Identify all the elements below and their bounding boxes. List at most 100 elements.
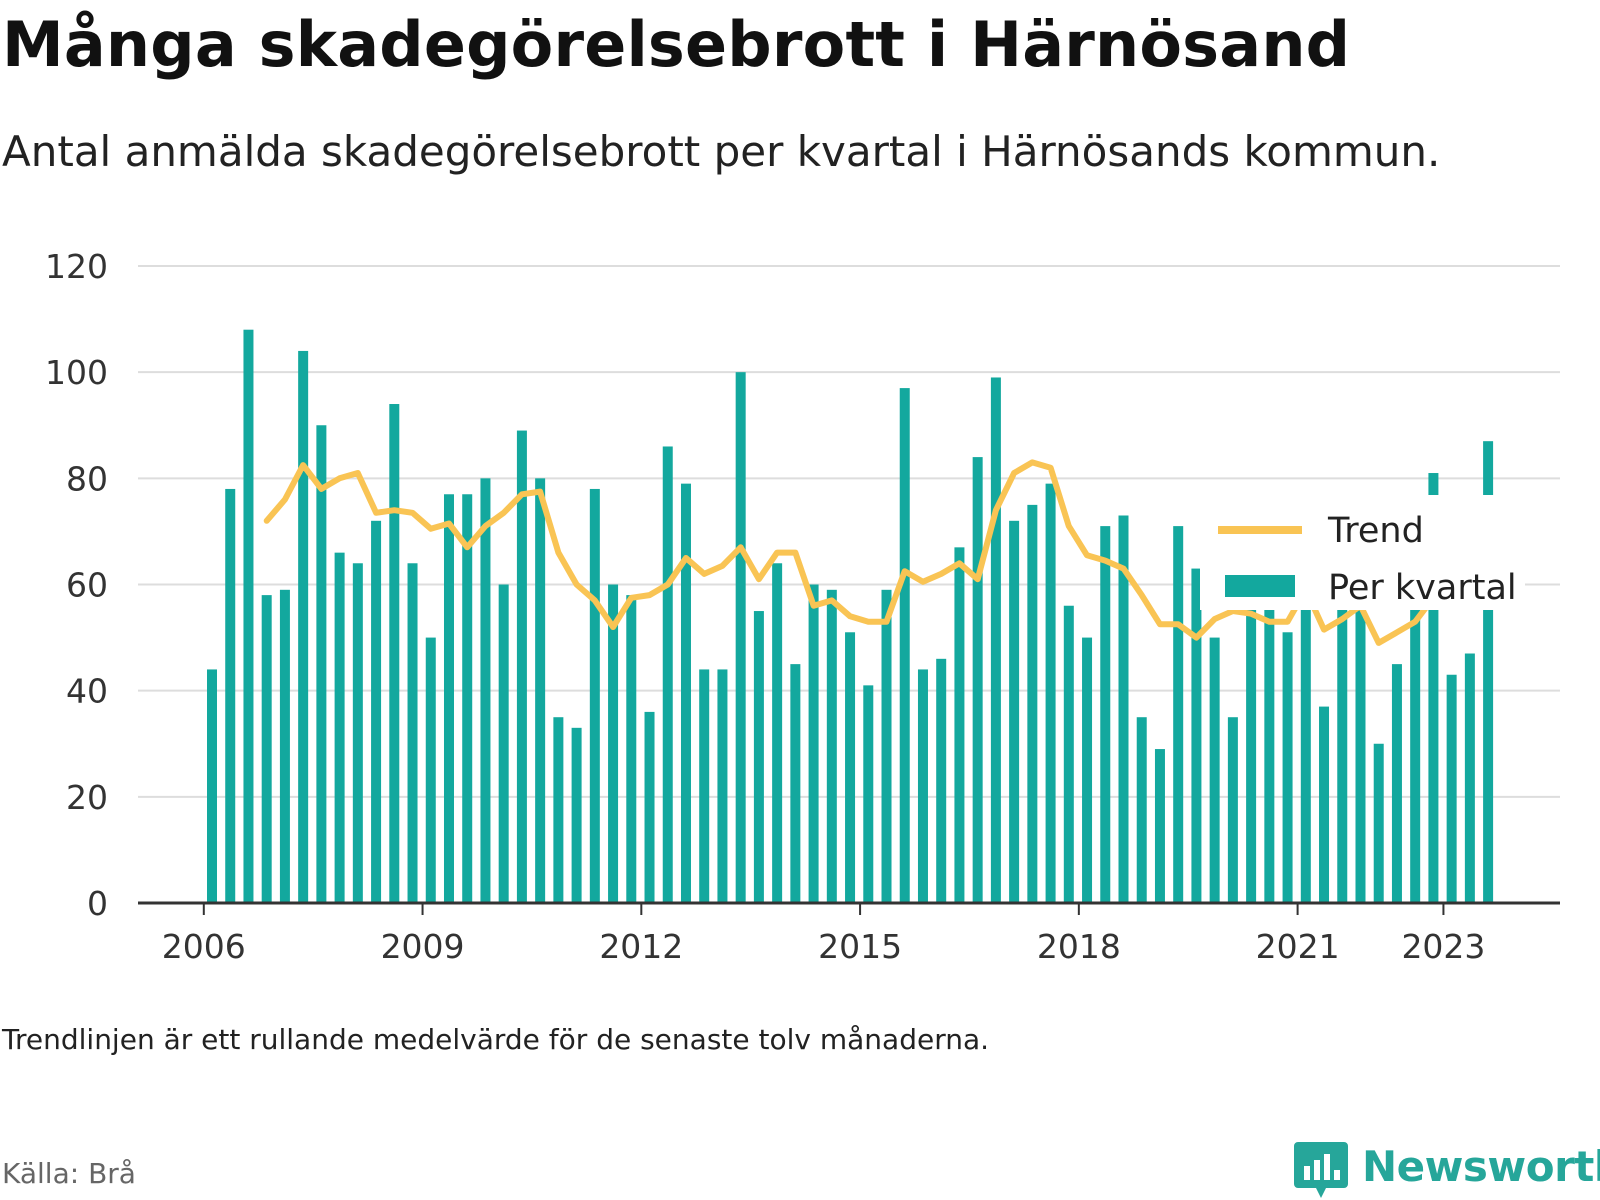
bar <box>717 669 728 903</box>
bar <box>1428 473 1439 903</box>
x-tick-label: 2015 <box>818 927 902 966</box>
bar <box>936 658 947 903</box>
bar <box>1246 542 1257 903</box>
bar <box>1227 717 1238 903</box>
bar <box>626 595 637 903</box>
bar <box>407 563 418 903</box>
bar <box>1009 520 1020 903</box>
bar <box>1300 600 1311 903</box>
bar <box>972 457 983 903</box>
bar <box>462 494 473 903</box>
bar <box>1118 515 1129 903</box>
bar <box>1410 510 1421 903</box>
x-tick-label: 2006 <box>162 927 246 966</box>
bar <box>954 547 965 903</box>
bar <box>772 563 783 903</box>
source-note: Källa: Brå <box>2 1157 136 1190</box>
bar <box>863 685 874 903</box>
bar <box>699 669 710 903</box>
x-tick-label: 2009 <box>381 927 465 966</box>
bar <box>279 589 290 903</box>
chart-subtitle: Antal anmälda skadegörelsebrott per kvar… <box>2 127 1441 176</box>
bar <box>1154 749 1165 903</box>
bar <box>1136 717 1147 903</box>
bar <box>1446 674 1457 903</box>
bar <box>1191 568 1202 903</box>
x-tick-label: 2018 <box>1037 927 1121 966</box>
legend: Trend Per kvartal <box>1200 495 1525 610</box>
x-tick-label: 2023 <box>1401 927 1485 966</box>
y-tick-label: 40 <box>66 672 108 711</box>
x-tick-label: 2012 <box>599 927 683 966</box>
bar <box>1027 504 1038 903</box>
bar <box>480 478 491 903</box>
bar-series <box>207 329 1494 904</box>
y-tick-label: 120 <box>45 247 108 286</box>
trend-line <box>263 459 1492 646</box>
y-tick-label: 0 <box>87 884 108 923</box>
footnote: Trendlinjen är ett rullande medelvärde f… <box>2 1023 990 1056</box>
legend-bar-swatch <box>1225 575 1295 597</box>
bar <box>443 494 454 903</box>
bar <box>1391 664 1402 903</box>
bar <box>571 727 582 903</box>
bar <box>1045 483 1056 903</box>
bar <box>516 430 527 903</box>
y-tick-label: 100 <box>45 353 108 392</box>
bar <box>735 372 746 903</box>
bar <box>389 404 400 903</box>
bar <box>1173 526 1184 903</box>
x-axis-ticks: 2006 2009 2012 2015 2018 2021 2023 <box>162 903 1485 966</box>
x-tick-label: 2021 <box>1256 927 1340 966</box>
bar <box>1355 573 1366 903</box>
bar <box>1282 632 1293 903</box>
bar <box>662 446 673 903</box>
bar <box>826 589 837 903</box>
bar <box>1063 605 1074 903</box>
bar <box>498 584 509 903</box>
bar <box>1209 637 1220 903</box>
bar <box>990 377 1001 904</box>
bar <box>535 478 546 903</box>
y-tick-label: 60 <box>66 566 108 605</box>
bar <box>1264 600 1275 903</box>
bar <box>608 584 619 903</box>
y-tick-label: 80 <box>66 459 108 498</box>
bar <box>371 520 382 903</box>
bar <box>1319 706 1330 903</box>
bar <box>680 483 691 903</box>
bar <box>225 488 236 903</box>
bar <box>1373 743 1384 903</box>
newsworthy-logo-icon <box>1294 1142 1348 1198</box>
chart-area: 0 20 40 60 80 100 120 2006 2009 2012 2015 2018 2021… <box>45 247 1560 966</box>
bar <box>316 425 327 903</box>
bar <box>261 595 272 903</box>
bar <box>1483 441 1494 903</box>
bar <box>1082 637 1093 903</box>
bar <box>753 611 764 903</box>
bar <box>790 664 801 903</box>
y-axis-labels: 0 20 40 60 80 100 120 <box>45 247 108 923</box>
bar <box>1337 557 1348 903</box>
bar <box>808 584 819 903</box>
bar <box>917 669 928 903</box>
bar <box>352 563 363 903</box>
bar <box>845 632 856 903</box>
bar <box>553 717 564 903</box>
bar <box>644 711 655 903</box>
bar <box>1100 526 1111 903</box>
bar <box>334 552 345 903</box>
legend-trend-label: Trend <box>1327 511 1424 551</box>
y-tick-label: 20 <box>66 778 108 817</box>
bar <box>298 350 309 903</box>
bar <box>425 637 436 903</box>
bar <box>207 669 217 903</box>
bar <box>1464 653 1475 903</box>
bar <box>243 329 254 903</box>
brand-name: Newsworthy <box>1362 1142 1600 1191</box>
legend-bar-label: Per kvartal <box>1328 568 1517 608</box>
chart-title: Många skadegörelsebrott i Härnösand <box>2 8 1351 81</box>
bar <box>899 388 910 903</box>
bar <box>589 488 600 903</box>
bar <box>881 589 892 903</box>
